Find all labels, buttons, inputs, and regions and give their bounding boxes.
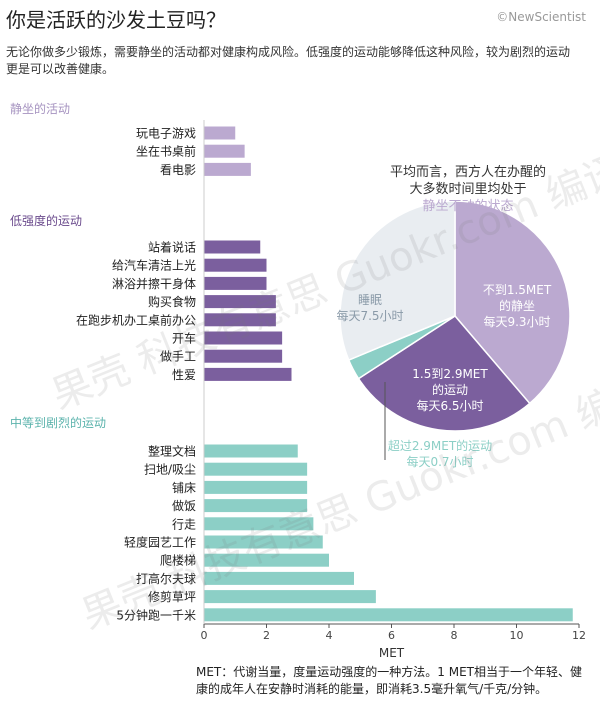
category-label: 性爱: [172, 368, 196, 382]
slice-label: 的静坐: [499, 298, 535, 313]
pie-title: 大多数时间里均处于: [409, 181, 526, 197]
bar: [204, 313, 276, 327]
category-label: 给汽车清洁上光: [112, 258, 196, 273]
x-tick-label: 10: [510, 629, 524, 642]
slice-label: 的运动: [432, 382, 468, 397]
category-label: 5分钟跑一千米: [116, 607, 196, 622]
category-label: 整理文档: [148, 444, 196, 459]
intro-text: 无论你做多少锻炼，需要静坐的活动都对健康构成风险。低强度的运动能够降低这种风险，…: [6, 45, 571, 76]
slice-label: 每天0.7小时: [406, 454, 473, 469]
x-tick-label: 4: [326, 629, 333, 642]
bar: [204, 553, 329, 567]
slice-label: 不到1.5MET: [483, 283, 552, 297]
x-tick-label: 8: [451, 629, 458, 642]
x-tick-label: 12: [572, 629, 586, 642]
slice-label: 每天6.5小时: [416, 398, 483, 413]
bar: [204, 571, 354, 585]
category-label: 坐在书桌前: [136, 144, 196, 159]
x-axis-title: MET: [379, 646, 405, 660]
bar: [204, 144, 245, 158]
bar: [204, 499, 308, 513]
category-label: 购买食物: [148, 294, 196, 309]
bar: [204, 162, 251, 176]
bar: [204, 295, 276, 309]
section-label-low: 低强度的运动: [10, 214, 83, 228]
bar: [204, 349, 283, 363]
category-label: 铺床: [172, 481, 196, 495]
page-title: 你是活跃的沙发土豆吗？: [6, 8, 226, 32]
pie-slice: [357, 315, 531, 432]
pie-slice: [454, 200, 571, 405]
category-label: 扫地/吸尘: [144, 463, 196, 477]
slice-label: 超过2.9MET的运动: [388, 438, 492, 453]
bar: [204, 462, 308, 476]
x-tick-label: 2: [263, 629, 270, 642]
slice-label: 每天7.5小时: [336, 308, 403, 323]
section-label-moderate: 中等到剧烈的运动: [10, 416, 107, 430]
category-label: 做饭: [172, 498, 196, 513]
x-tick-label: 6: [388, 629, 395, 642]
category-label: 在跑步机办工桌前办公: [76, 312, 196, 327]
category-label: 爬楼梯: [160, 553, 196, 568]
category-label: 做手工: [160, 349, 196, 364]
section-label-sedentary: 静坐的活动: [10, 102, 71, 116]
category-label: 轻度园艺工作: [124, 535, 196, 550]
bar: [204, 444, 298, 458]
category-label: 开车: [172, 331, 196, 346]
category-label: 站着说话: [148, 240, 196, 255]
pie-title: 平均而言，西方人在办醒的: [390, 164, 546, 180]
slice-label: 1.5到2.9MET: [412, 367, 488, 381]
bar: [204, 480, 308, 494]
category-label: 修剪草坪: [148, 589, 196, 604]
pie-slice: [339, 200, 456, 361]
category-label: 玩电子游戏: [136, 127, 196, 141]
bar: [204, 367, 292, 381]
bar: [204, 331, 283, 345]
category-label: 淋浴并擦干身体: [112, 276, 196, 291]
bar: [204, 535, 323, 549]
x-tick-label: 0: [201, 629, 208, 642]
bar: [204, 517, 314, 531]
footnote: MET：代谢当量，度量运动强度的一种方法。1 MET相当于一个年轻、健康的成年人…: [196, 665, 582, 696]
bar: [204, 590, 376, 604]
category-label: 行走: [172, 517, 196, 531]
bar: [204, 608, 573, 622]
brand-logo: ©NewScientist: [496, 10, 586, 24]
slice-label: 每天9.3小时: [483, 314, 550, 329]
bar: [204, 258, 267, 272]
category-label: 打高尔夫球: [136, 571, 196, 586]
category-label: 看电影: [160, 163, 196, 177]
pie-title-highlight: 静坐不动的状态: [422, 198, 513, 214]
slice-label: 睡眠: [358, 293, 382, 307]
bar: [204, 240, 261, 254]
bar: [204, 126, 236, 140]
bar: [204, 276, 267, 290]
